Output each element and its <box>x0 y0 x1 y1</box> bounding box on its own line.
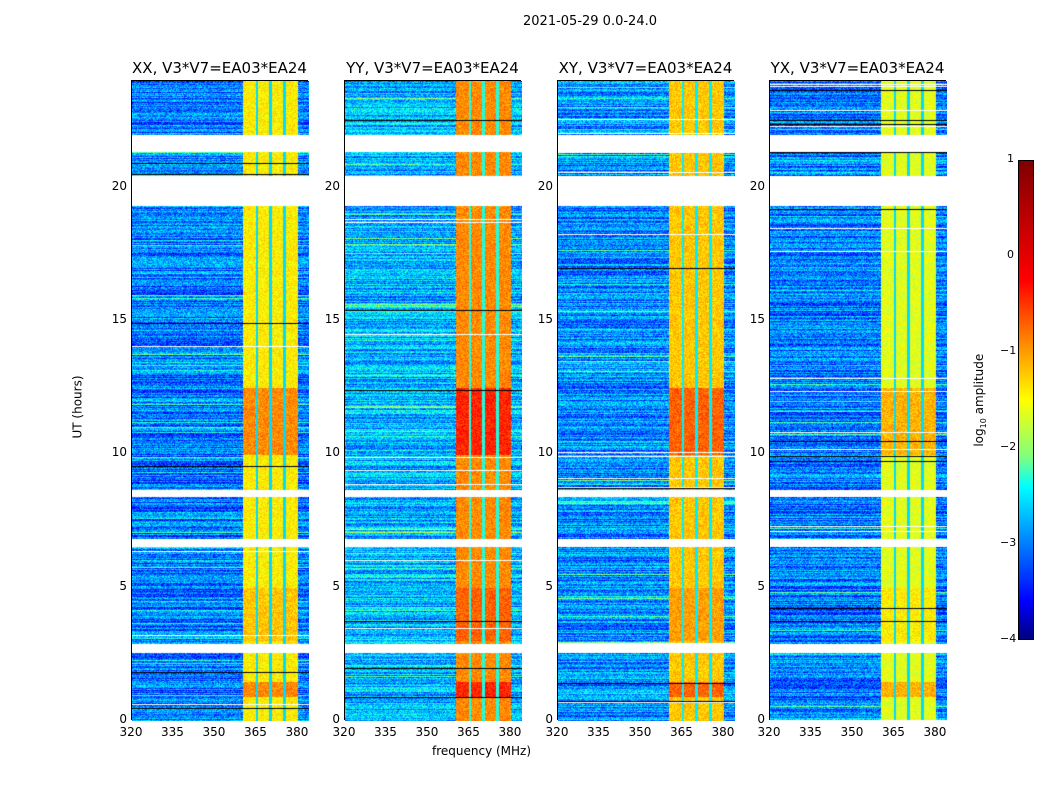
y-tick-label: 10 <box>749 445 765 460</box>
x-tick-label: 365 <box>670 725 693 739</box>
y-tick-label: 20 <box>749 178 765 193</box>
x-tick-label: 365 <box>244 725 267 739</box>
y-tick-label: 15 <box>324 312 340 326</box>
x-tick-label: 380 <box>498 725 522 739</box>
y-tick-label: 15 <box>537 312 553 326</box>
heatmap-image <box>558 81 735 721</box>
y-tick-label: 0 <box>545 712 553 726</box>
figure-title: 2021-05-29 0.0-24.0 <box>523 14 657 29</box>
heatmap-panel-3 <box>769 80 947 721</box>
y-axis-label: UT (hours) <box>70 375 85 439</box>
y-tick-label: 15 <box>111 312 127 326</box>
heatmap-panel-2 <box>557 80 735 721</box>
colorbar-tick-label: 1 <box>1007 152 1014 165</box>
colorbar <box>1018 160 1034 640</box>
panel-title: YX, V3*V7=EA03*EA24 <box>770 59 945 77</box>
x-tick-label: 380 <box>923 725 947 739</box>
x-tick-label: 380 <box>285 725 309 739</box>
y-tick-label: 5 <box>545 578 553 593</box>
y-tick-label: 0 <box>757 712 765 726</box>
colorbar-tick-label: −4 <box>1000 632 1017 645</box>
x-tick-label: 335 <box>587 725 610 739</box>
x-tick-label: 350 <box>202 725 226 739</box>
x-tick-label: 320 <box>757 725 781 739</box>
colorbar-label: log10 amplitude <box>971 353 989 447</box>
y-tick-label: 10 <box>537 445 553 460</box>
x-tick-label: 380 <box>711 725 735 739</box>
heatmap-panel-1 <box>344 80 522 721</box>
x-tick-label: 335 <box>161 725 184 739</box>
y-tick-label: 15 <box>749 312 765 326</box>
x-tick-label: 365 <box>457 725 480 739</box>
y-tick-label: 5 <box>119 578 127 593</box>
x-tick-label: 335 <box>799 725 822 739</box>
x-tick-label: 320 <box>332 725 356 739</box>
y-tick-label: 5 <box>332 578 340 593</box>
heatmap-image <box>770 81 947 721</box>
y-tick-label: 10 <box>324 445 340 460</box>
heatmap-image <box>345 81 522 721</box>
y-tick-label: 10 <box>111 445 127 460</box>
y-tick-label: 0 <box>119 712 127 726</box>
x-tick-label: 320 <box>119 725 143 739</box>
x-tick-label: 335 <box>374 725 397 739</box>
colorbar-tick-label: 0 <box>1007 248 1014 261</box>
panel-title: YY, V3*V7=EA03*EA24 <box>346 59 519 77</box>
y-tick-label: 20 <box>324 178 340 193</box>
x-tick-label: 350 <box>628 725 652 739</box>
panel-title: XY, V3*V7=EA03*EA24 <box>558 59 733 77</box>
panel-title: XX, V3*V7=EA03*EA24 <box>132 59 307 77</box>
colorbar-tick-label: −1 <box>1000 344 1017 357</box>
x-tick-label: 350 <box>840 725 864 739</box>
y-tick-label: 0 <box>332 712 340 726</box>
y-tick-label: 20 <box>111 178 127 193</box>
x-tick-label: 350 <box>415 725 439 739</box>
colorbar-tick-label: −2 <box>1000 440 1017 453</box>
x-tick-label: 365 <box>882 725 905 739</box>
heatmap-image <box>132 81 309 721</box>
heatmap-panel-0 <box>131 80 309 721</box>
colorbar-tick-label: −3 <box>1000 536 1017 549</box>
y-tick-label: 20 <box>537 178 553 193</box>
y-tick-label: 5 <box>757 578 765 593</box>
x-axis-label: frequency (MHz) <box>432 744 532 758</box>
x-tick-label: 320 <box>545 725 569 739</box>
